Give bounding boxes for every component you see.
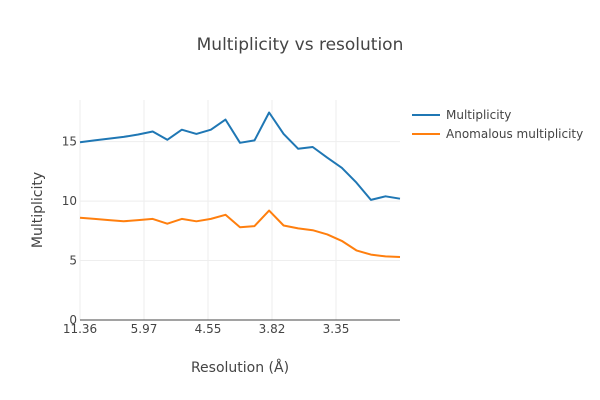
x-tick-label: 3.35 — [323, 322, 350, 336]
x-tick-label: 3.82 — [259, 322, 286, 336]
x-tick-label: 5.97 — [131, 322, 158, 336]
legend-label-multiplicity: Multiplicity — [446, 108, 511, 122]
y-tick-label: 10 — [62, 194, 77, 208]
x-tick-labels: 11.36 5.97 4.55 3.82 3.35 — [63, 322, 350, 336]
x-axis-title: Resolution (Å) — [191, 359, 289, 376]
series-lines — [79, 111, 401, 258]
y-tick-label: 5 — [69, 254, 77, 268]
x-tick-label: 11.36 — [63, 322, 97, 336]
chart-title: Multiplicity vs resolution — [197, 35, 404, 55]
y-tick-label: 15 — [62, 135, 77, 149]
series-line-multiplicity — [79, 111, 401, 201]
grid-lines — [79, 100, 400, 320]
x-tick-label: 4.55 — [195, 322, 222, 336]
legend-label-anomalous-multiplicity: Anomalous multiplicity — [446, 127, 583, 141]
series-line-anomalous-multiplicity — [79, 209, 401, 258]
y-tick-labels: 0 5 10 15 — [62, 135, 77, 327]
y-tick-label: 0 — [69, 313, 77, 327]
legend: Multiplicity Anomalous multiplicity — [412, 108, 583, 141]
y-axis-title: Multiplicity — [30, 172, 46, 248]
